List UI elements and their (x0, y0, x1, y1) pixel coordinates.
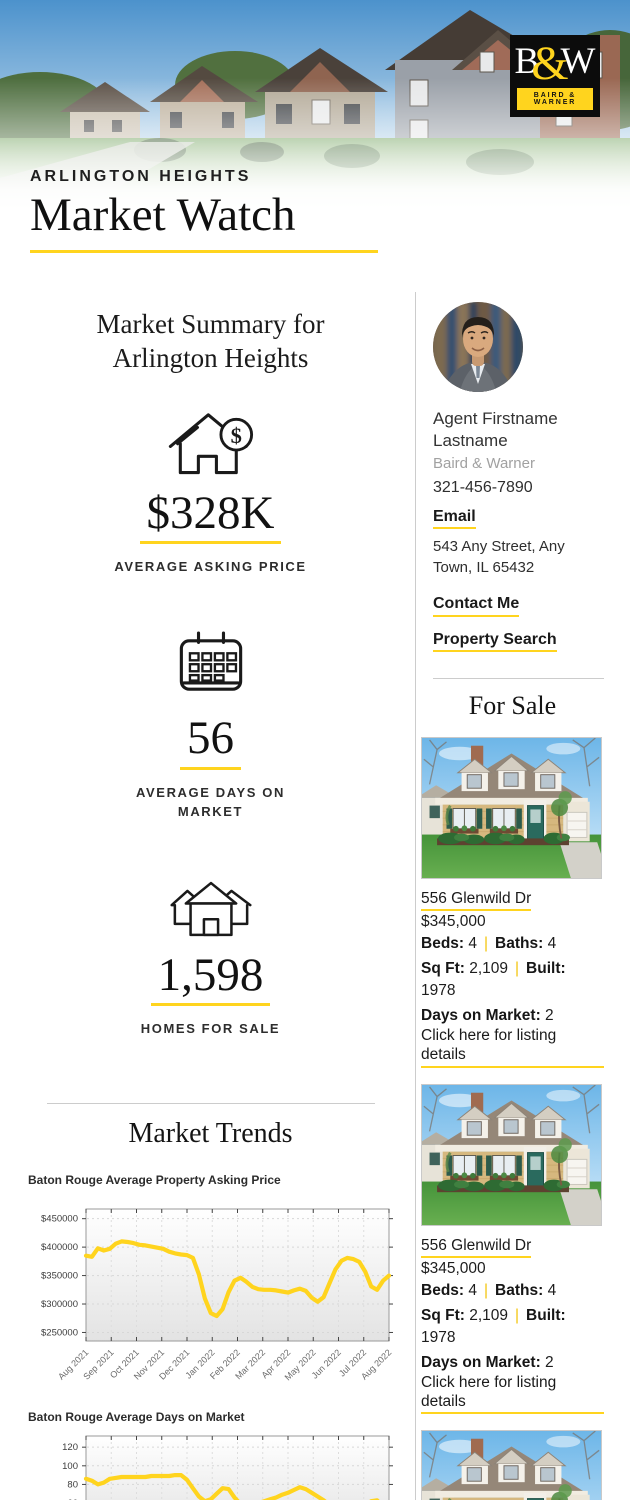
listing-card: 556 Glenwild Dr $345,000 Beds: 4|Baths: … (421, 1083, 604, 1415)
agent-phone: 321-456-7890 (433, 478, 533, 496)
listing-price: $345,000 (421, 913, 486, 931)
baird-warner-logo[interactable]: B & W BAIRD & WARNER (510, 35, 600, 117)
svg-text:$: $ (230, 422, 241, 447)
svg-text:$250000: $250000 (41, 1327, 78, 1338)
summary-heading: Market Summary for Arlington Heights (96, 309, 325, 373)
main-content: Market Summary for Arlington Heights $ $… (0, 292, 630, 1500)
avg-days-label: AVERAGE DAYS ON MARKET (136, 784, 285, 820)
listing-days-on-market: Days on Market: 2 (421, 1007, 554, 1025)
asking-price-chart: $450000 $400000 $350000 $300000 $250000 Aug 2… (26, 1195, 395, 1400)
homes-for-sale-value: 1,598 (150, 949, 271, 1007)
homes-for-sale-label: HOMES FOR SALE (140, 1021, 281, 1037)
svg-text:$450000: $450000 (41, 1214, 78, 1225)
logo-wordmark: BAIRD & WARNER (517, 88, 593, 110)
hero-header: B & W BAIRD & WARNER ARLINGTON HEIGHTS Mar… (0, 0, 630, 258)
logo-ampersand: & (531, 36, 569, 90)
days-chart-title: Baton Rouge Average Days on Market (28, 1409, 245, 1424)
sidebar-divider (433, 677, 604, 679)
agent-photo (433, 302, 523, 392)
listing-address-link[interactable]: 556 Glenwild Dr (421, 1237, 532, 1259)
listing-card: 556 Glenwild Dr $345,000 Beds: 4|Baths: … (421, 736, 604, 1068)
agent-sidebar: Agent Firstname Lastname Baird & Warner … (415, 292, 630, 1500)
agent-name: Agent Firstname Lastname (433, 409, 558, 451)
svg-text:$300000: $300000 (41, 1299, 78, 1310)
location-label: ARLINGTON HEIGHTS (30, 168, 252, 185)
listing-days-on-market: Days on Market: 2 (421, 1354, 554, 1372)
section-divider (46, 1102, 375, 1104)
svg-text:$400000: $400000 (41, 1242, 78, 1253)
listing-sqft-built: Sq Ft: 2,109 | Built: 1978 (421, 1307, 566, 1347)
page-title: Market Watch (30, 189, 296, 241)
avg-asking-price-label: AVERAGE ASKING PRICE (114, 559, 307, 575)
listing-beds-baths: Beds: 4 | Baths: 4 (421, 1282, 557, 1300)
title-underline (30, 250, 378, 253)
agent-address: 543 Any Street, Any Town, IL 65432 (433, 538, 565, 576)
listing-photo[interactable] (421, 736, 602, 879)
calendar-icon (26, 627, 395, 703)
agent-company: Baird & Warner (433, 454, 535, 472)
market-summary-column: Market Summary for Arlington Heights $ $… (0, 292, 415, 1500)
avg-asking-price-value: $328K (139, 487, 282, 545)
listing-address-link[interactable]: 556 Glenwild Dr (421, 890, 532, 912)
market-trends-heading: Market Trends (128, 1117, 293, 1149)
listing-sqft-built: Sq Ft: 2,109 | Built: 1978 (421, 960, 566, 1000)
svg-text:60: 60 (67, 1498, 78, 1500)
for-sale-heading: For Sale (468, 690, 557, 720)
email-link[interactable]: Email (433, 507, 476, 530)
svg-text:100: 100 (62, 1461, 78, 1472)
logo-letters: B & W (514, 36, 596, 90)
listing-price: $345,000 (421, 1260, 486, 1278)
listings: 556 Glenwild Dr $345,000 Beds: 4 | Baths: … (421, 736, 604, 1500)
house-dollar-icon: $ (26, 404, 395, 478)
listing-card: 556 Glenwild Dr $345,000 Beds: 4|Baths: … (421, 1430, 604, 1500)
listing-photo[interactable] (421, 1430, 602, 1500)
houses-icon (26, 878, 395, 940)
avg-days-value: 56 (180, 712, 241, 770)
listing-details-link[interactable]: Click here for listing details (421, 1027, 604, 1068)
svg-text:120: 120 (62, 1442, 78, 1453)
listing-photo[interactable] (421, 1083, 602, 1226)
listing-beds-baths: Beds: 4 | Baths: 4 (421, 935, 557, 953)
listing-details-link[interactable]: Click here for listing details (421, 1374, 604, 1415)
property-search-link[interactable]: Property Search (433, 630, 557, 652)
svg-text:$350000: $350000 (41, 1271, 78, 1282)
contact-me-link[interactable]: Contact Me (433, 594, 520, 617)
price-chart-title: Baton Rouge Average Property Asking Pric… (28, 1172, 281, 1187)
svg-text:80: 80 (67, 1479, 78, 1490)
